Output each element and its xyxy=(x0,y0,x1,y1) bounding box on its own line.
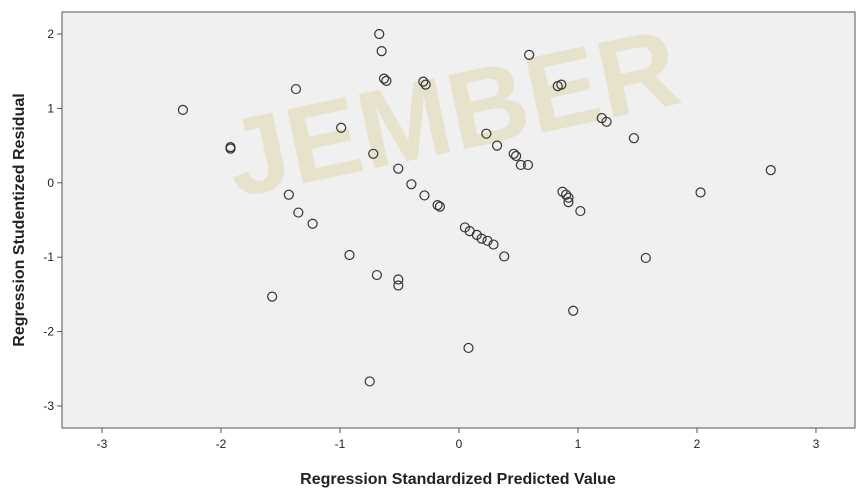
chart: JEMBER Regression Standardized Predicted… xyxy=(0,0,857,497)
x-tick-label: 2 xyxy=(694,437,701,451)
y-tick-label: 1 xyxy=(47,101,54,115)
x-tick-label: -3 xyxy=(97,437,108,451)
x-tick-label: -2 xyxy=(216,437,227,451)
y-tick-label: -3 xyxy=(43,399,54,413)
y-tick-label: -2 xyxy=(43,325,54,339)
x-tick-label: 0 xyxy=(456,437,463,451)
x-axis-title: Regression Standardized Predicted Value xyxy=(300,471,616,488)
x-tick-label: 1 xyxy=(575,437,582,451)
y-axis-title: Regression Studentized Residual xyxy=(11,93,28,346)
x-tick-label: 3 xyxy=(813,437,820,451)
x-tick-label: -1 xyxy=(335,437,346,451)
y-tick-label: 2 xyxy=(47,27,54,41)
y-tick-label: -1 xyxy=(43,250,54,264)
y-tick-label: 0 xyxy=(47,176,54,190)
